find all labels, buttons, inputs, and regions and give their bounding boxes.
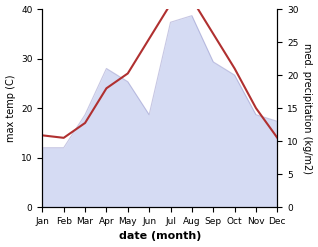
Y-axis label: med. precipitation (kg/m2): med. precipitation (kg/m2) xyxy=(302,43,313,174)
Y-axis label: max temp (C): max temp (C) xyxy=(5,74,16,142)
X-axis label: date (month): date (month) xyxy=(119,231,201,242)
